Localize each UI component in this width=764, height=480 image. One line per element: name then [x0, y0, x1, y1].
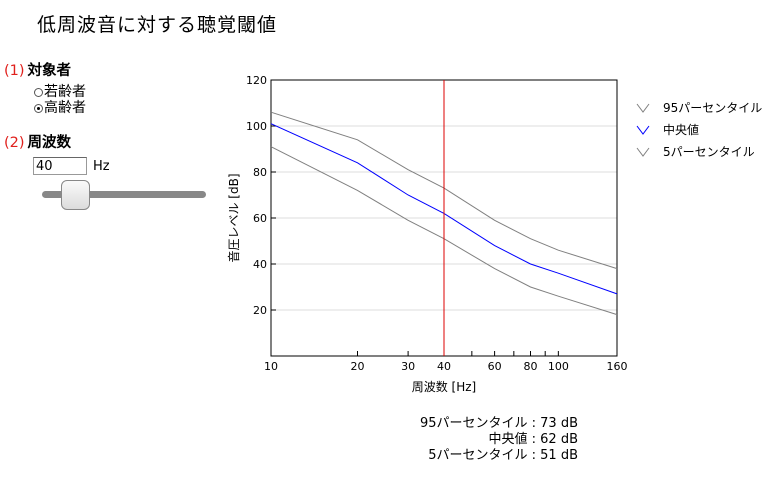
x-tick-label: 60 [488, 360, 502, 373]
section-number: (1) [4, 63, 25, 79]
legend-swatch [636, 147, 650, 157]
x-tick-label: 10 [264, 360, 278, 373]
x-tick-label: 40 [437, 360, 451, 373]
result-label: 中央値 [488, 432, 528, 447]
section-frequency-heading: (2) 周波数 [4, 131, 71, 152]
y-tick-label: 60 [253, 212, 267, 225]
y-tick-label: 20 [253, 304, 267, 317]
result-value: : 73 dB [531, 416, 578, 431]
result-label: 5パーセンタイル [428, 448, 528, 463]
frequency-slider-track[interactable] [42, 191, 206, 198]
x-axis: 10 20 30 40 60 80 100 160 [264, 351, 628, 373]
radio-option-young[interactable]: 若齢者 [34, 84, 86, 100]
x-tick-label: 160 [607, 360, 628, 373]
radio-option-elderly[interactable]: 高齢者 [34, 100, 86, 116]
x-tick-label: 100 [548, 360, 569, 373]
result-label: 95パーセンタイル [419, 416, 528, 431]
frequency-input[interactable] [33, 157, 87, 175]
x-tick-label: 20 [351, 360, 365, 373]
x-axis-title: 周波数 [Hz] [412, 379, 477, 394]
legend-swatch [636, 125, 650, 135]
y-axis-title: 音圧レベル [dB] [226, 173, 241, 262]
y-tick-label: 40 [253, 258, 267, 271]
x-tick-label: 30 [401, 360, 415, 373]
section-number: (2) [4, 135, 25, 151]
legend-swatch [636, 103, 650, 113]
legend-label: 5パーセンタイル [663, 145, 755, 159]
result-value: : 51 dB [531, 448, 578, 463]
y-tick-label: 100 [246, 120, 267, 133]
series-line [270, 146, 618, 316]
radio-button[interactable] [34, 87, 43, 97]
radio-button[interactable] [34, 103, 43, 113]
page-title: 低周波音に対する聴覚閾値 [37, 14, 278, 36]
y-tick-label: 80 [253, 166, 267, 179]
radio-label: 若齢者 [44, 84, 86, 100]
section-label: 対象者 [27, 63, 72, 79]
x-tick-label: 80 [524, 360, 538, 373]
y-axis: 20 40 60 80 100 120 [246, 74, 276, 317]
frequency-slider-handle[interactable] [61, 180, 90, 210]
y-tick-label: 120 [246, 74, 267, 87]
series-line [270, 123, 618, 295]
chart-series [270, 111, 618, 316]
legend-label: 中央値 [663, 122, 699, 137]
radio-label: 高齢者 [44, 100, 86, 116]
result-row: 5パーセンタイル : 51 dB [420, 448, 578, 464]
result-row: 中央値 : 62 dB [420, 432, 578, 448]
frequency-unit-label: Hz [93, 159, 110, 174]
section-subject-heading: (1) 対象者 [4, 59, 71, 80]
results-panel: 95パーセンタイル : 73 dB 中央値 : 62 dB 5パーセンタイル :… [420, 416, 578, 464]
result-value: : 62 dB [531, 432, 578, 447]
section-label: 周波数 [27, 135, 72, 151]
legend-label: 95パーセンタイル [663, 101, 762, 115]
series-line [270, 111, 618, 270]
result-row: 95パーセンタイル : 73 dB [420, 416, 578, 432]
